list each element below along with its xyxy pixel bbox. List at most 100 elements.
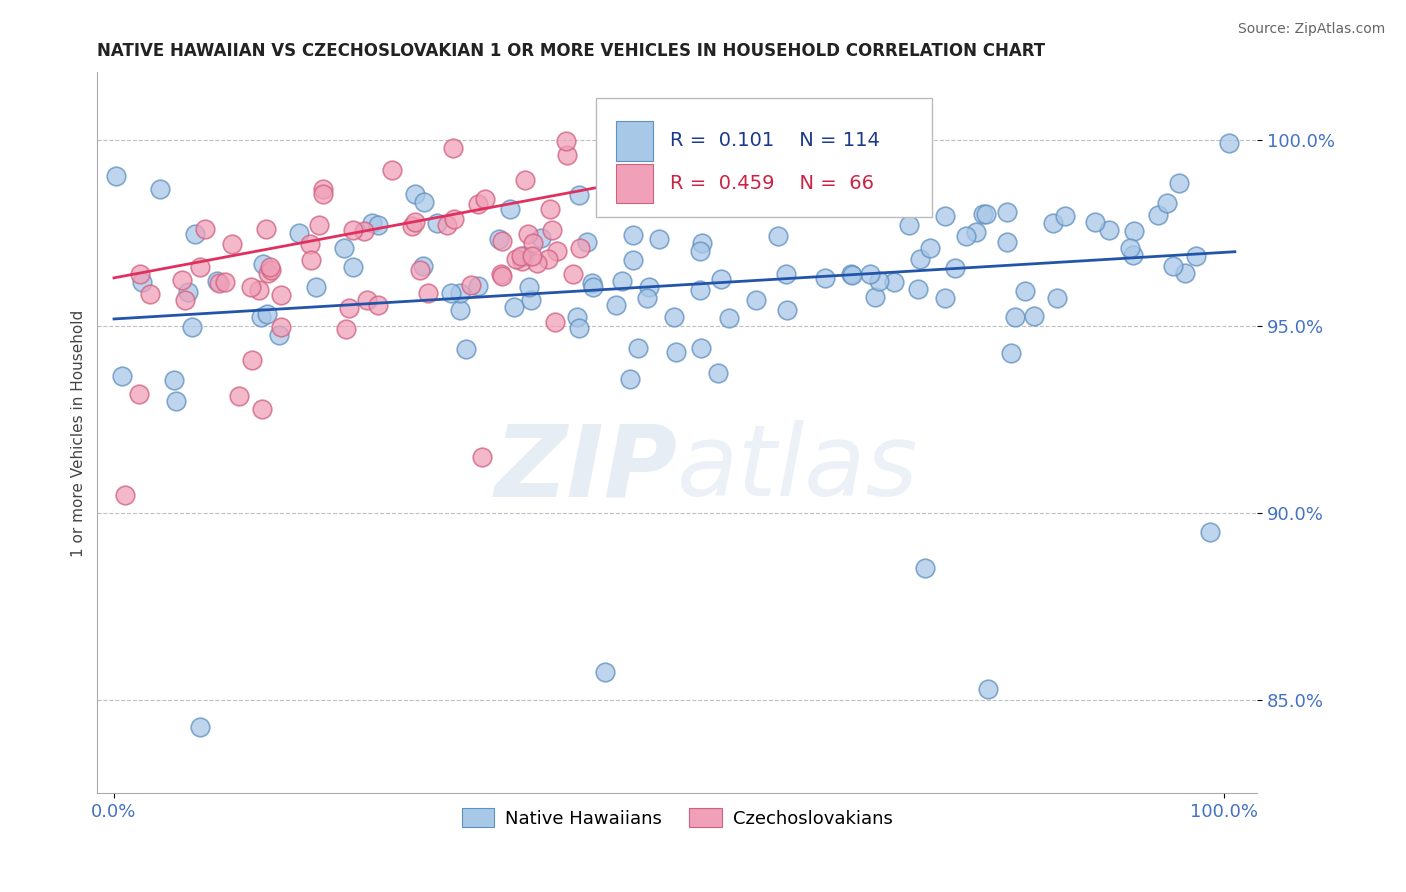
Point <box>689 244 711 258</box>
Point <box>526 256 548 270</box>
Point <box>814 270 837 285</box>
Point <box>221 237 243 252</box>
Point <box>247 283 270 297</box>
Point <box>995 204 1018 219</box>
Point <box>766 228 789 243</box>
Point <box>619 371 641 385</box>
Point <box>252 257 274 271</box>
Point <box>114 487 136 501</box>
Point <box>974 207 997 221</box>
Point <box>647 232 669 246</box>
Point <box>491 267 513 281</box>
Point <box>165 393 187 408</box>
Point <box>665 345 688 359</box>
Point <box>194 221 217 235</box>
Point <box>868 274 890 288</box>
Point <box>652 157 675 171</box>
Text: ZIP: ZIP <box>494 420 678 517</box>
Point <box>664 310 686 325</box>
Point <box>449 302 471 317</box>
Point <box>381 162 404 177</box>
Point <box>270 287 292 301</box>
Point <box>745 293 768 307</box>
Point <box>776 303 799 318</box>
Point <box>104 169 127 183</box>
Point <box>270 320 292 334</box>
Point <box>404 215 426 229</box>
Point <box>356 293 378 307</box>
Point <box>250 401 273 416</box>
Point <box>312 187 335 202</box>
Point <box>491 268 513 283</box>
Point <box>308 219 330 233</box>
Legend: Native Hawaiians, Czechoslovakians: Native Hawaiians, Czechoslovakians <box>454 800 900 835</box>
Point <box>522 249 544 263</box>
Point <box>1122 248 1144 262</box>
Point <box>332 241 354 255</box>
Point <box>1046 292 1069 306</box>
Point <box>638 280 661 294</box>
Point <box>426 216 449 230</box>
Point <box>555 147 578 161</box>
Point <box>250 310 273 325</box>
Point <box>256 222 278 236</box>
Point <box>536 252 558 266</box>
Point <box>1161 259 1184 273</box>
Point <box>412 259 434 273</box>
Point <box>610 274 633 288</box>
Point <box>522 235 544 250</box>
Point <box>690 235 713 250</box>
FancyBboxPatch shape <box>596 97 932 217</box>
Point <box>239 280 262 294</box>
Point <box>910 252 932 266</box>
Point <box>510 253 533 268</box>
Point <box>170 272 193 286</box>
Point <box>898 219 921 233</box>
Point <box>467 278 489 293</box>
Point <box>131 275 153 289</box>
Point <box>995 235 1018 249</box>
Point <box>260 263 283 277</box>
Point <box>972 207 994 221</box>
Point <box>605 298 627 312</box>
Text: NATIVE HAWAIIAN VS CZECHOSLOVAKIAN 1 OR MORE VEHICLES IN HOUSEHOLD CORRELATION C: NATIVE HAWAIIAN VS CZECHOSLOVAKIAN 1 OR … <box>97 42 1046 60</box>
Point <box>561 267 583 281</box>
Point <box>240 353 263 368</box>
Point <box>1014 285 1036 299</box>
Point <box>541 223 564 237</box>
Point <box>544 315 567 329</box>
Point <box>111 369 134 384</box>
Point <box>865 290 887 304</box>
Point <box>517 280 540 294</box>
Point <box>598 170 620 185</box>
Point <box>228 389 250 403</box>
Point <box>1146 208 1168 222</box>
Point <box>717 310 740 325</box>
Point <box>342 260 364 274</box>
Point <box>689 283 711 297</box>
Point <box>914 561 936 575</box>
Point <box>538 202 561 216</box>
Point <box>1199 525 1222 540</box>
Point <box>1097 223 1119 237</box>
Point <box>617 161 640 175</box>
Point <box>1053 209 1076 223</box>
Point <box>342 223 364 237</box>
Point <box>129 267 152 281</box>
Point <box>785 194 807 209</box>
Point <box>267 327 290 342</box>
Point <box>595 665 617 680</box>
Point <box>1119 241 1142 255</box>
Point <box>621 228 644 243</box>
Point <box>180 319 202 334</box>
Point <box>576 235 599 249</box>
Point <box>883 275 905 289</box>
Point <box>621 252 644 267</box>
Point <box>443 211 465 226</box>
Point <box>148 181 170 195</box>
Point <box>184 227 207 241</box>
Point <box>449 285 471 300</box>
Point <box>1184 249 1206 263</box>
Point <box>610 145 633 160</box>
Point <box>565 310 588 325</box>
